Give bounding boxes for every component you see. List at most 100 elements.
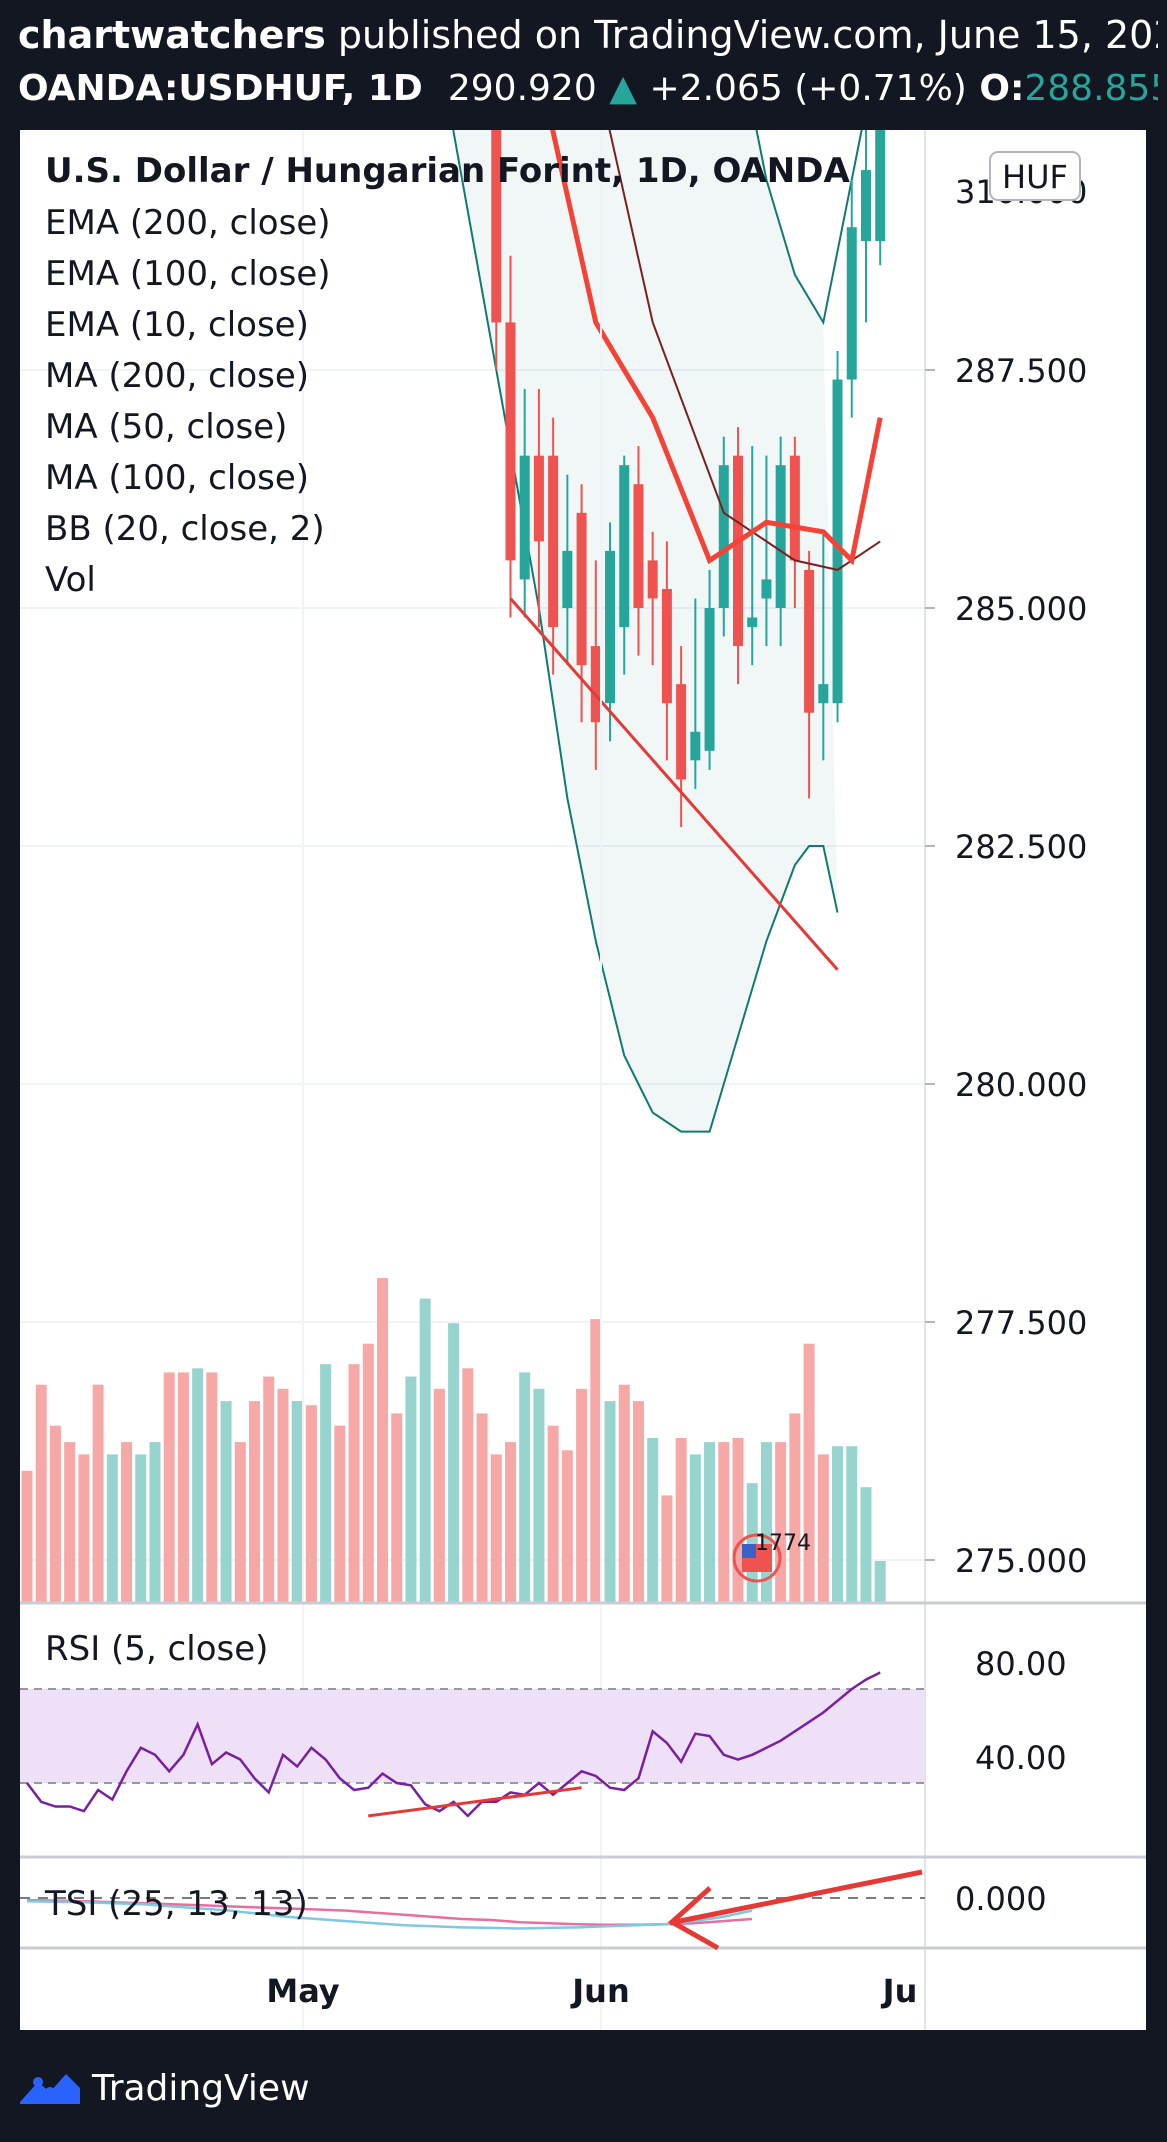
volume-bar [234,1442,246,1602]
bollinger-band-fill [453,130,838,1132]
volume-bar [632,1401,644,1602]
volume-bar [519,1372,531,1602]
price-tick-label: 282.500 [955,828,1087,866]
volume-bar [433,1388,445,1602]
candle-body [789,455,800,561]
volume-bar [689,1454,701,1602]
candle-body [533,455,544,542]
tsi-tick-label: 0.000 [955,1880,1047,1918]
candle-body [562,550,573,608]
rsi-tick-label: 40.00 [975,1739,1067,1777]
candle-body [633,484,644,608]
up-arrow-icon: ▲ [609,68,637,109]
flag-canton [742,1544,756,1558]
volume-bar [35,1384,47,1602]
volume-bar [590,1319,602,1602]
legend-item: EMA (100, close) [45,254,331,294]
legend-item: EMA (200, close) [45,203,331,243]
volume-bar [647,1438,659,1602]
arrow-shaft [669,1869,923,1926]
candle-body [690,731,701,761]
time-axis-label: Jun [570,1972,629,2010]
candle-body [775,465,786,608]
volume-bar [504,1442,516,1602]
us-flag-icon [732,1533,782,1583]
legend-item: BB (20, close, 2) [45,509,325,549]
volume-bar [775,1442,787,1602]
volume-bar [675,1438,687,1602]
price-tick-label: 280.000 [955,1066,1087,1104]
chart-canvas[interactable]: 1774307.500305.000302.500300.000297.5002… [20,130,1146,2030]
candle-body [704,608,715,751]
price-change: +2.065 (+0.71%) [649,68,967,109]
arrow-annotation [667,1869,923,1951]
volume-bar [21,1470,33,1602]
candle-body [505,322,516,561]
symbol-line: OANDA:USDHUF, 1D 290.920 ▲ +2.065 (+0.71… [18,62,1158,116]
volume-bar [832,1446,844,1602]
volume-bar [789,1413,801,1602]
tradingview-logo-icon[interactable] [18,2070,82,2106]
rsi-line [26,1671,881,1818]
ema10-line [550,130,883,566]
rsi-trendline-annotation [368,1786,582,1818]
publish-line: chartwatchers published on TradingView.c… [18,8,1158,62]
legend-item: MA (100, close) [45,458,309,498]
volume-bar [391,1413,403,1602]
volume-bar [490,1454,502,1602]
volume-bar [206,1372,218,1602]
rsi-tick-label: 80.00 [975,1645,1067,1683]
candle-body [519,455,530,580]
price-tick-label: 277.500 [955,1304,1087,1342]
volume-bar [732,1438,744,1602]
open-label: O: [979,68,1025,109]
legend-item: Vol [45,560,96,600]
volume-bar [121,1442,133,1602]
candle-body [718,465,729,608]
candle-body [733,455,743,647]
volume-badge-text: 1774 [755,1531,811,1556]
volume-bar [860,1487,872,1602]
currency-badge [989,151,1081,201]
legend-item: MA (200, close) [45,356,309,396]
price-tick-label: 275.000 [955,1542,1087,1580]
trendline-annotation [509,597,839,971]
volume-bar [561,1450,573,1602]
volume-bar [576,1388,588,1602]
volume-bar [604,1401,616,1602]
price-tick-label: 285.000 [955,590,1087,628]
volume-bar [348,1364,360,1602]
legend-title: U.S. Dollar / Hungarian Forint, 1D, OAND… [45,151,850,191]
arrow-head [667,1886,720,1951]
volume-bar [78,1454,90,1602]
candle-body [804,569,815,713]
rsi-band [20,1689,925,1783]
candle-body [846,227,857,380]
candle-body [661,588,672,704]
candle-body [832,379,843,704]
time-axis-label: May [266,1972,339,2010]
volume-bar [718,1442,730,1602]
volume-bar [377,1278,388,1602]
legend-item: MA (50, close) [45,407,287,447]
volume-bar [64,1442,76,1602]
candle-body [875,130,886,242]
author-name[interactable]: chartwatchers [18,13,326,57]
candle-body [747,617,758,628]
symbol-name: OANDA:USDHUF, 1D [18,68,423,109]
tsi-title: TSI (25, 13, 13) [44,1884,308,1924]
ema100-line [608,130,881,571]
candle-body [818,684,829,704]
volume-bar [476,1413,488,1602]
chart-frame: 1774307.500305.000302.500300.000297.5002… [20,130,1146,2030]
flag-ring [732,1533,782,1583]
price-tick-label: 287.500 [955,352,1087,390]
volume-bar [618,1384,630,1602]
candle-body [676,684,687,780]
candle-body [761,579,772,599]
volume-bar [448,1323,460,1602]
open-value: 288.855 [1024,68,1158,109]
footer-brand[interactable]: TradingView [92,2067,310,2109]
volume-bar [220,1401,232,1602]
volume-bar [661,1495,673,1602]
